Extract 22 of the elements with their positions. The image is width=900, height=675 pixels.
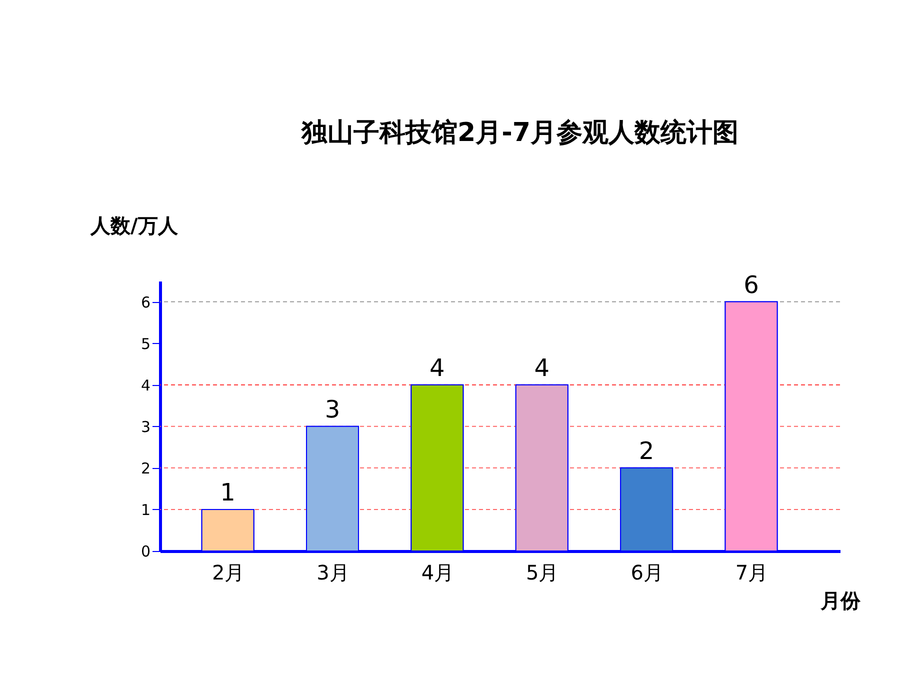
data-label: 4 xyxy=(430,354,445,382)
y-tick-label: 2 xyxy=(140,459,150,478)
x-tick-label: 2月 xyxy=(212,560,245,584)
x-axis-title: 月份 xyxy=(820,588,862,612)
y-axis-title: 人数/万人 xyxy=(90,214,179,238)
data-label: 2 xyxy=(638,436,654,465)
x-tick-label: 7月 xyxy=(735,560,768,584)
data-label: 6 xyxy=(744,270,759,299)
y-tick-label: 1 xyxy=(140,500,150,519)
x-tick-label: 5月 xyxy=(526,560,559,584)
x-tick-label: 4月 xyxy=(421,560,454,584)
x-tick-label: 3月 xyxy=(316,560,350,584)
y-tick-label: 6 xyxy=(140,293,150,312)
y-tick-label: 3 xyxy=(140,418,150,436)
y-tick-label: 4 xyxy=(140,376,150,394)
data-label: 1 xyxy=(220,478,236,506)
y-tick-label: 0 xyxy=(140,542,150,560)
y-tick-label: 5 xyxy=(140,334,150,353)
data-label: 4 xyxy=(534,354,550,382)
data-label: 3 xyxy=(324,395,340,424)
x-tick-label: 6月 xyxy=(630,560,664,584)
chart-title: 独山子科技馆2月-7月参观人数统计图 xyxy=(300,118,738,148)
